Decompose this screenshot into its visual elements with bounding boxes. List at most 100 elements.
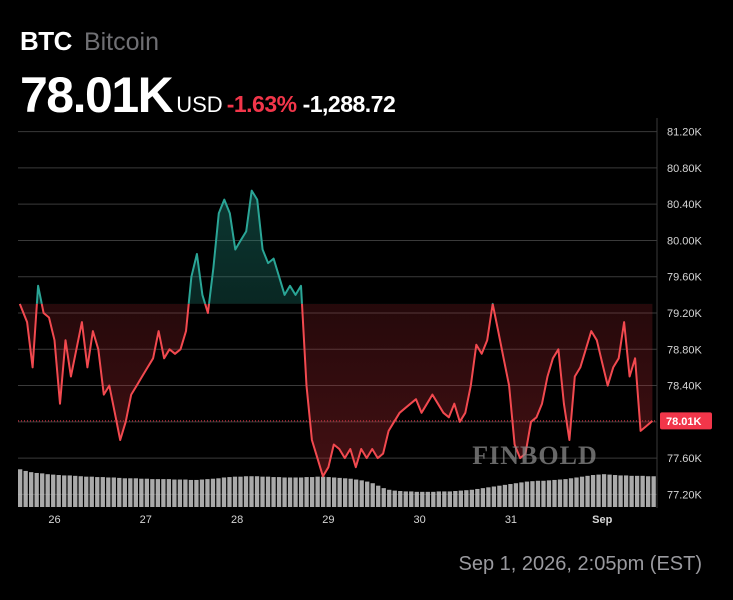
volume-bar <box>557 479 563 507</box>
x-tick-label: 26 <box>48 514 60 526</box>
volume-bar <box>431 491 436 507</box>
volume-bar <box>276 477 282 507</box>
asset-name: Bitcoin <box>83 28 159 56</box>
volume-bar <box>596 474 601 507</box>
y-tick-label: 79.20K <box>667 308 703 320</box>
volume-bar <box>546 480 552 507</box>
price-chart[interactable]: 77.20K77.60K78.00K78.40K78.80K79.20K79.6… <box>0 118 733 528</box>
volume-bar <box>304 477 309 507</box>
volume-bar <box>133 478 138 507</box>
volume-bar <box>425 491 430 507</box>
volume-bar <box>238 476 243 507</box>
y-tick-label: 77.60K <box>667 453 703 465</box>
volume-bar <box>436 491 441 507</box>
volume-bar <box>221 477 227 507</box>
volume-bar <box>376 485 381 507</box>
volume-bar <box>95 477 100 507</box>
volume-bar <box>398 491 403 507</box>
x-axis-labels: 26 27 28 29 30 31 Sep <box>48 514 612 526</box>
volume-bar <box>84 476 89 507</box>
volume-bar <box>216 478 221 507</box>
volume-bar <box>420 491 425 507</box>
volume-bar <box>618 475 623 507</box>
volume-bar <box>365 481 370 507</box>
volume-bar <box>370 483 375 507</box>
volume-bar <box>194 479 199 507</box>
volume-bars <box>18 469 656 507</box>
y-tick-label: 80.00K <box>667 235 703 247</box>
volume-bar <box>271 477 276 507</box>
volume-bar <box>89 476 94 507</box>
volume-bar <box>574 477 579 507</box>
volume-bar <box>139 478 144 507</box>
volume-bar <box>409 491 414 507</box>
volume-bar <box>243 476 249 507</box>
volume-bar <box>161 479 166 507</box>
volume-bar <box>260 476 265 507</box>
volume-bar <box>155 479 161 507</box>
volume-bar <box>205 479 210 507</box>
volume-bar <box>343 478 348 507</box>
volume-bar <box>568 478 574 507</box>
volume-bar <box>45 474 50 507</box>
volume-bar <box>51 474 56 507</box>
volume-bar <box>403 491 408 507</box>
timestamp: Sep 1, 2026, 2:05pm (EST) <box>458 553 702 575</box>
volume-bar <box>67 475 72 507</box>
volume-bar <box>585 475 590 507</box>
volume-bar <box>111 477 116 507</box>
volume-bar <box>497 485 502 507</box>
volume-bar <box>183 479 188 507</box>
volume-bar <box>535 480 541 507</box>
volume-bar <box>320 476 326 507</box>
volume-bar <box>298 477 304 507</box>
volume-bar <box>128 478 133 507</box>
volume-bar <box>524 481 530 507</box>
header-row: BTC Bitcoin <box>20 26 159 57</box>
volume-bar <box>359 480 364 507</box>
y-tick-label: 80.40K <box>667 199 703 211</box>
volume-bar <box>177 479 183 507</box>
volume-bar <box>447 491 452 507</box>
area-below-baseline <box>19 303 653 477</box>
change-absolute: -1,288.72 <box>302 91 396 117</box>
volume-bar <box>453 491 458 507</box>
volume-bar <box>249 476 254 507</box>
change-percent: -1.63% <box>226 91 297 117</box>
volume-bar <box>458 490 463 507</box>
volume-bar <box>392 490 397 507</box>
price-row: 78.01K USD -1.63% -1,288.72 <box>20 66 396 124</box>
volume-bar <box>607 474 612 507</box>
y-tick-label: 80.80K <box>667 163 703 175</box>
volume-bar <box>210 478 216 507</box>
volume-bar <box>354 479 359 507</box>
volume-bar <box>23 470 28 507</box>
y-axis-labels: 77.20K77.60K78.00K78.40K78.80K79.20K79.6… <box>667 127 703 502</box>
volume-bar <box>106 477 111 507</box>
volume-bar <box>265 476 271 507</box>
volume-bar <box>100 477 105 507</box>
volume-bar <box>287 477 293 507</box>
volume-bar <box>348 478 353 507</box>
volume-bar <box>381 488 386 507</box>
volume-bar <box>634 475 640 507</box>
volume-bar <box>331 477 337 507</box>
volume-bar <box>640 475 645 507</box>
volume-bar <box>309 477 315 507</box>
volume-bar <box>78 476 83 507</box>
volume-bar <box>464 490 469 507</box>
finbold-watermark: FINBOLD <box>472 441 597 470</box>
volume-bar <box>629 475 634 507</box>
x-tick-label: 29 <box>322 514 334 526</box>
volume-bar <box>480 488 486 507</box>
volume-bar <box>188 479 194 507</box>
volume-bar <box>563 479 568 507</box>
volume-bar <box>590 475 596 507</box>
volume-bar <box>172 479 177 507</box>
volume-bar <box>315 476 320 507</box>
volume-bar <box>293 477 298 507</box>
volume-bar <box>623 475 629 507</box>
price-series <box>18 189 654 478</box>
ticker-symbol: BTC <box>20 26 72 56</box>
volume-bar <box>232 476 238 507</box>
